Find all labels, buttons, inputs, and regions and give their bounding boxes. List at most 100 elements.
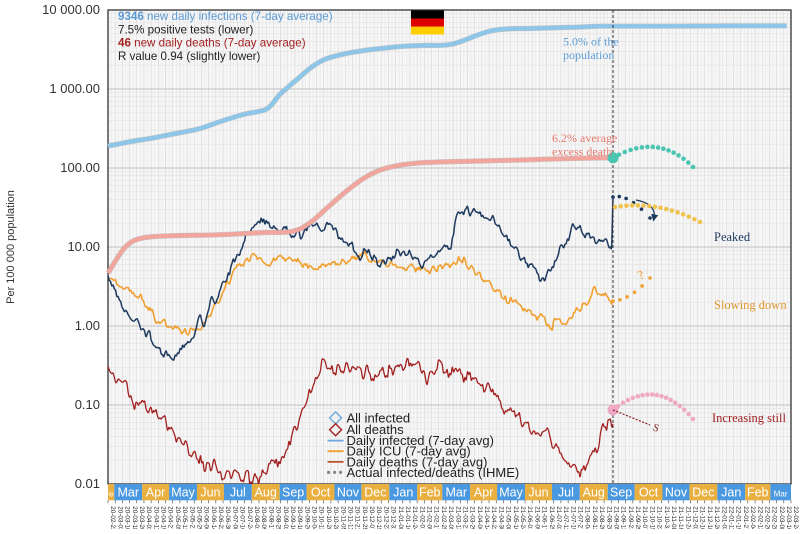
svg-text:21-12-02: 21-12-02 xyxy=(692,506,699,529)
svg-text:21-02-01: 21-02-01 xyxy=(418,506,425,529)
svg-text:21-06-01: 21-06-01 xyxy=(526,506,533,529)
svg-text:population: population xyxy=(563,48,614,62)
svg-text:21-09-29: 21-09-29 xyxy=(634,506,641,529)
svg-text:20-05-29: 20-05-29 xyxy=(195,506,202,529)
svg-text:21-12-18: 21-12-18 xyxy=(706,506,713,529)
svg-text:20-07-16: 20-07-16 xyxy=(239,506,246,529)
svg-text:20-06-22: 20-06-22 xyxy=(217,506,224,529)
svg-text:22-01-19: 22-01-19 xyxy=(735,506,742,529)
svg-text:20-12-15: 20-12-15 xyxy=(375,506,382,529)
svg-text:22-01-27: 22-01-27 xyxy=(742,506,749,529)
svg-text:20-03-26: 20-03-26 xyxy=(138,506,145,529)
svg-text:Oct: Oct xyxy=(311,486,331,500)
svg-text:21-05-08: 21-05-08 xyxy=(505,506,512,529)
svg-text:21-08-12: 21-08-12 xyxy=(591,506,598,529)
svg-text:Mar: Mar xyxy=(445,486,467,500)
svg-text:20-04-27: 20-04-27 xyxy=(167,506,174,529)
svg-text:Mar: Mar xyxy=(774,490,788,499)
svg-text:20-07-24: 20-07-24 xyxy=(246,506,253,529)
svg-text:21-04-22: 21-04-22 xyxy=(490,506,497,529)
svg-text:21-07-19: 21-07-19 xyxy=(569,506,576,529)
svg-text:21-06-09: 21-06-09 xyxy=(533,506,540,529)
svg-text:21-11-24: 21-11-24 xyxy=(684,506,691,529)
svg-text:20-08-25: 20-08-25 xyxy=(275,506,282,529)
svg-text:20-10-28: 20-10-28 xyxy=(332,506,339,529)
svg-text:21-12-10: 21-12-10 xyxy=(699,506,706,529)
svg-text:21-06-17: 21-06-17 xyxy=(541,506,548,529)
svg-text:20-10-20: 20-10-20 xyxy=(325,506,332,529)
svg-text:20-08-01: 20-08-01 xyxy=(253,506,260,529)
svg-text:9346 new daily infections (7-d: 9346 new daily infections (7-day average… xyxy=(118,10,333,23)
svg-text:Peaked: Peaked xyxy=(714,230,751,244)
svg-text:21-07-03: 21-07-03 xyxy=(555,506,562,529)
svg-text:20-10-04: 20-10-04 xyxy=(311,506,318,529)
svg-text:21-10-07: 21-10-07 xyxy=(641,506,648,529)
svg-text:22-02-28: 22-02-28 xyxy=(771,506,778,529)
svg-text:22-01-11: 22-01-11 xyxy=(727,506,734,529)
svg-text:Sep: Sep xyxy=(610,486,632,500)
svg-text:0.10: 0.10 xyxy=(75,397,100,412)
svg-text:5.0% of the: 5.0% of the xyxy=(563,35,619,49)
svg-text:21-09-21: 21-09-21 xyxy=(627,506,634,529)
svg-text:20-12-31: 20-12-31 xyxy=(390,506,397,529)
svg-text:0.01: 0.01 xyxy=(75,476,100,491)
svg-text:21-10-23: 21-10-23 xyxy=(656,506,663,529)
svg-text:20-05-05: 20-05-05 xyxy=(174,506,181,529)
svg-text:20-04-11: 20-04-11 xyxy=(152,506,159,529)
svg-text:Aug: Aug xyxy=(583,486,605,500)
svg-text:Mar: Mar xyxy=(117,486,139,500)
svg-text:10 000.00: 10 000.00 xyxy=(42,2,100,17)
svg-text:20-09-02: 20-09-02 xyxy=(282,506,289,529)
svg-text:20-05-21: 20-05-21 xyxy=(188,506,195,529)
svg-text:21-12-26: 21-12-26 xyxy=(713,506,720,529)
svg-text:Jul: Jul xyxy=(558,486,574,500)
svg-text:22-02-12: 22-02-12 xyxy=(756,506,763,529)
svg-text:21-01-16: 21-01-16 xyxy=(404,506,411,529)
svg-text:20-04-03: 20-04-03 xyxy=(145,506,152,529)
svg-text:21-04-06: 21-04-06 xyxy=(476,506,483,529)
svg-text:20-03-10: 20-03-10 xyxy=(124,506,131,529)
svg-text:22-02-20: 22-02-20 xyxy=(763,506,770,529)
svg-text:21-01-08: 21-01-08 xyxy=(397,506,404,529)
svg-text:Increasing still: Increasing still xyxy=(712,411,786,425)
svg-text:22-03-08: 22-03-08 xyxy=(778,506,785,529)
svg-text:21-07-11: 21-07-11 xyxy=(562,506,569,529)
svg-text:22-03-16: 22-03-16 xyxy=(785,506,792,529)
svg-text:20-08-09: 20-08-09 xyxy=(260,506,267,529)
svg-text:Jun: Jun xyxy=(528,486,548,500)
svg-text:20-04-19: 20-04-19 xyxy=(160,506,167,529)
svg-text:1.00: 1.00 xyxy=(75,318,100,333)
svg-text:21-09-05: 21-09-05 xyxy=(612,506,619,529)
svg-text:Feb: Feb xyxy=(419,486,441,500)
svg-text:20-11-13: 20-11-13 xyxy=(346,506,353,529)
svg-text:21-03-21: 21-03-21 xyxy=(461,506,468,529)
svg-text:Jul: Jul xyxy=(230,486,246,500)
svg-text:20-02-23: 20-02-23 xyxy=(109,506,116,529)
svg-text:46 new daily deaths (7-day ave: 46 new daily deaths (7-day average) xyxy=(118,37,306,50)
svg-text:21-04-14: 21-04-14 xyxy=(483,506,490,529)
svg-text:Jan: Jan xyxy=(393,486,413,500)
svg-text:7.5% positive tests (lower): 7.5% positive tests (lower) xyxy=(118,23,253,36)
svg-text:20-08-17: 20-08-17 xyxy=(267,506,274,529)
svg-text:Actual infected/deaths (IHME): Actual infected/deaths (IHME) xyxy=(347,465,520,480)
svg-text:Slowing down: Slowing down xyxy=(714,298,787,312)
svg-text:20-03-02: 20-03-02 xyxy=(116,506,123,529)
svg-text:21-08-28: 21-08-28 xyxy=(605,506,612,529)
svg-text:21-10-15: 21-10-15 xyxy=(648,506,655,529)
svg-text:10.00: 10.00 xyxy=(67,239,100,254)
svg-text:Per 100 000 population: Per 100 000 population xyxy=(5,190,17,304)
svg-text:Dec: Dec xyxy=(364,486,386,500)
svg-text:Aug: Aug xyxy=(255,486,277,500)
svg-text:21-02-25: 21-02-25 xyxy=(440,506,447,529)
svg-text:22-03-24: 22-03-24 xyxy=(792,506,799,529)
svg-text:21-03-05: 21-03-05 xyxy=(447,506,454,529)
svg-text:Apr: Apr xyxy=(474,486,493,500)
svg-text:Jan: Jan xyxy=(721,486,741,500)
svg-text:Dec: Dec xyxy=(692,486,714,500)
svg-text:21-04-30: 21-04-30 xyxy=(497,506,504,529)
svg-text:21-01-24: 21-01-24 xyxy=(411,506,418,529)
svg-text:20-12-23: 20-12-23 xyxy=(382,506,389,529)
svg-text:21-11-08: 21-11-08 xyxy=(670,506,677,529)
svg-text:21-09-13: 21-09-13 xyxy=(620,506,627,529)
svg-text:Nov: Nov xyxy=(665,486,688,500)
